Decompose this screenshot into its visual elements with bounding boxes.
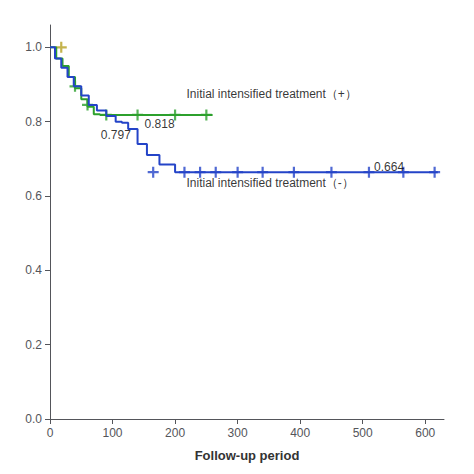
svg-text:1.0: 1.0	[25, 40, 42, 54]
svg-text:500: 500	[353, 426, 373, 440]
svg-text:0.818: 0.818	[145, 117, 175, 131]
svg-text:600: 600	[415, 426, 435, 440]
svg-text:0.4: 0.4	[25, 263, 42, 277]
svg-text:200: 200	[165, 426, 185, 440]
svg-text:Initial intensified treatment（: Initial intensified treatment（+）	[186, 87, 356, 101]
svg-text:0.8: 0.8	[25, 115, 42, 129]
svg-text:0: 0	[47, 426, 54, 440]
svg-text:400: 400	[290, 426, 310, 440]
svg-text:Initial intensified treatment（: Initial intensified treatment（-）	[186, 176, 353, 190]
svg-text:Follow-up period: Follow-up period	[195, 448, 300, 463]
svg-text:0.0: 0.0	[25, 412, 42, 426]
svg-text:0.664: 0.664	[374, 160, 405, 174]
svg-text:100: 100	[103, 426, 123, 440]
svg-text:0.797: 0.797	[101, 128, 131, 142]
svg-text:0.6: 0.6	[25, 189, 42, 203]
svg-text:0.2: 0.2	[25, 338, 42, 352]
svg-text:300: 300	[228, 426, 248, 440]
